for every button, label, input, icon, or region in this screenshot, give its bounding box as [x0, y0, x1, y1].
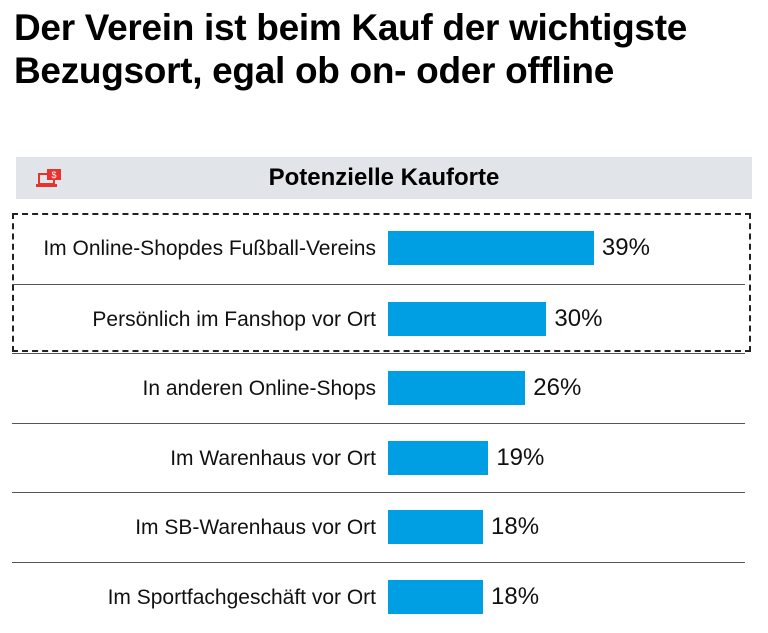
bar	[388, 231, 594, 265]
category-label: Im Online-Shop des Fußball-Vereins	[43, 237, 376, 260]
category-label: Im Warenhaus vor Ort	[170, 446, 376, 470]
laptop-dollar-icon: $	[36, 169, 61, 187]
bar-row: In anderen Online-Shops 26%	[12, 353, 745, 423]
bar-row: Im Sportfachgeschäft vor Ort 18%	[12, 561, 745, 632]
svg-text:$: $	[51, 170, 56, 180]
chart-header: $ Potenzielle Kauforte	[16, 157, 752, 199]
bar-row: Persönlich im Fanshop vor Ort 30%	[12, 283, 745, 354]
bar	[388, 301, 547, 336]
bar-row: Im SB-Warenhaus vor Ort 18%	[12, 492, 745, 562]
category-label: Im Sportfachgeschäft vor Ort	[107, 585, 376, 609]
bar-row: Im Online-Shop des Fußball-Vereins 39%	[12, 214, 745, 283]
value-label: 39%	[601, 234, 650, 261]
page-title: Der Verein ist beim Kauf der wichtigste …	[14, 7, 687, 91]
chart-title: Potenzielle Kauforte	[268, 164, 500, 191]
value-label: 18%	[491, 513, 540, 540]
category-label: Persönlich im Fanshop vor Ort	[92, 307, 376, 331]
bar	[388, 371, 526, 405]
bar	[388, 579, 484, 614]
category-label: In anderen Online-Shops	[142, 377, 377, 400]
value-label: 19%	[496, 443, 545, 471]
value-label: 18%	[491, 582, 540, 610]
value-label: 30%	[554, 304, 603, 332]
value-label: 26%	[533, 374, 582, 401]
highlight-box	[12, 213, 751, 352]
category-label: Im SB-Warenhaus vor Ort	[135, 516, 376, 539]
bar	[388, 510, 484, 544]
bar	[388, 440, 489, 475]
bar-row: Im Warenhaus vor Ort 19%	[12, 422, 745, 493]
